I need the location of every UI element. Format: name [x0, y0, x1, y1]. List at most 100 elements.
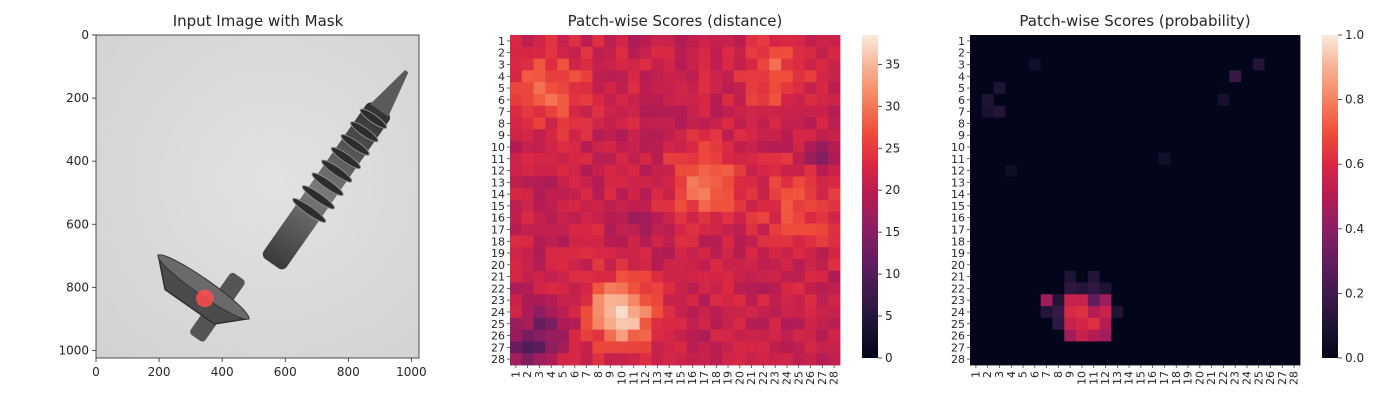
- heatmap-cell: [533, 294, 546, 307]
- heatmap-cell: [981, 223, 994, 236]
- heatmap-cell: [1229, 105, 1242, 118]
- heatmap-cell: [1264, 235, 1277, 248]
- heatmap-cell: [1193, 164, 1207, 177]
- heatmap-cell: [769, 235, 782, 248]
- heatmap-cell: [698, 294, 711, 307]
- heatmap-cell: [533, 82, 546, 95]
- heatmap-cell: [745, 341, 758, 354]
- heatmap-cell: [1229, 117, 1242, 130]
- heatmap-cell: [1217, 129, 1230, 142]
- heatmap-cell: [1158, 200, 1171, 213]
- x-tick-label: 5: [1017, 371, 1030, 378]
- x-tick-label: 25: [1252, 371, 1265, 385]
- heatmap-cell: [1170, 329, 1183, 342]
- heatmap-cell: [1099, 353, 1112, 366]
- heatmap-cell: [1005, 141, 1018, 154]
- heatmap-cell: [1064, 341, 1077, 354]
- heatmap-cell: [792, 117, 806, 130]
- heatmap-cell: [1252, 270, 1266, 283]
- heatmap-cell: [510, 211, 523, 224]
- heatmap-cell: [1017, 341, 1030, 354]
- x-tick-label: 21: [1205, 371, 1218, 385]
- heatmap-cell: [1123, 306, 1136, 319]
- heatmap-cell: [639, 35, 652, 48]
- heatmap-cell: [1229, 317, 1242, 331]
- heatmap-cell: [1017, 270, 1030, 283]
- heatmap-cell: [981, 105, 994, 118]
- heatmap-cell: [757, 46, 770, 59]
- heatmap-cell: [1252, 353, 1266, 366]
- heatmap-cell: [769, 188, 782, 201]
- heatmap-cell: [604, 141, 617, 154]
- heatmap-cell: [710, 129, 723, 142]
- heatmap-cell: [1241, 235, 1254, 248]
- heatmap-cell: [804, 223, 817, 236]
- heatmap-cell: [1087, 211, 1101, 224]
- heatmap-cell: [1241, 93, 1254, 107]
- heatmap-cell: [568, 247, 582, 260]
- distance-heatmap-ticks: 1122334455667788991010111112121313141415…: [491, 35, 841, 385]
- heatmap-cell: [1252, 282, 1266, 295]
- heatmap-cell: [1040, 282, 1053, 295]
- heatmap-cell: [1205, 164, 1218, 177]
- heatmap-cell: [1017, 82, 1030, 95]
- heatmap-cell: [651, 317, 664, 331]
- heatmap-cell: [1158, 46, 1171, 59]
- heatmap-cell: [580, 258, 593, 272]
- heatmap-cell: [698, 270, 711, 283]
- heatmap-cell: [1158, 282, 1171, 295]
- heatmap-cell: [970, 211, 983, 224]
- heatmap-cell: [1158, 270, 1171, 283]
- heatmap-cell: [1135, 141, 1148, 154]
- heatmap-cell: [769, 211, 782, 224]
- heatmap-cell: [816, 117, 829, 130]
- heatmap-cell: [592, 117, 605, 130]
- heatmap-cell: [781, 247, 794, 260]
- heatmap-cell: [1193, 200, 1207, 213]
- heatmap-cell: [1040, 329, 1053, 342]
- heatmap-cell: [1241, 317, 1254, 331]
- heatmap-cell: [745, 294, 758, 307]
- heatmap-cell: [757, 270, 770, 283]
- heatmap-cell: [1182, 200, 1195, 213]
- heatmap-cell: [757, 294, 770, 307]
- heatmap-cell: [675, 117, 688, 130]
- heatmap-cell: [733, 200, 747, 213]
- heatmap-cell: [1123, 105, 1136, 118]
- heatmap-cell: [804, 306, 817, 319]
- heatmap-cell: [663, 211, 676, 224]
- heatmap-cell: [1005, 129, 1018, 142]
- heatmap-cell: [757, 188, 770, 201]
- heatmap-cell: [1276, 188, 1289, 201]
- heatmap-cell: [816, 105, 829, 118]
- heatmap-cell: [533, 46, 546, 59]
- heatmap-cell: [993, 105, 1006, 118]
- heatmap-cell: [1111, 200, 1124, 213]
- heatmap-cell: [663, 317, 676, 331]
- y-tick-label: 18: [951, 235, 965, 248]
- heatmap-cell: [1193, 188, 1207, 201]
- heatmap-cell: [651, 70, 664, 83]
- heatmap-cell: [1276, 46, 1289, 59]
- heatmap-cell: [733, 164, 747, 177]
- heatmap-cell: [698, 117, 711, 130]
- heatmap-cell: [1146, 294, 1159, 307]
- heatmap-cell: [1276, 200, 1289, 213]
- x-tick-label: 24: [780, 371, 793, 385]
- heatmap-cell: [1170, 117, 1183, 130]
- heatmap-cell: [545, 353, 558, 366]
- heatmap-cell: [651, 35, 664, 48]
- heatmap-cell: [1205, 117, 1218, 130]
- heatmap-cell: [792, 247, 806, 260]
- heatmap-cell: [639, 152, 652, 166]
- heatmap-cell: [1252, 129, 1266, 142]
- heatmap-cell: [1158, 247, 1171, 260]
- heatmap-cell: [604, 270, 617, 283]
- y-tick-label: 20: [951, 259, 965, 272]
- heatmap-cell: [1288, 70, 1301, 83]
- heatmap-cell: [557, 282, 570, 295]
- heatmap-cell: [1028, 93, 1042, 107]
- heatmap-cell: [804, 341, 817, 354]
- heatmap-cell: [1229, 211, 1242, 224]
